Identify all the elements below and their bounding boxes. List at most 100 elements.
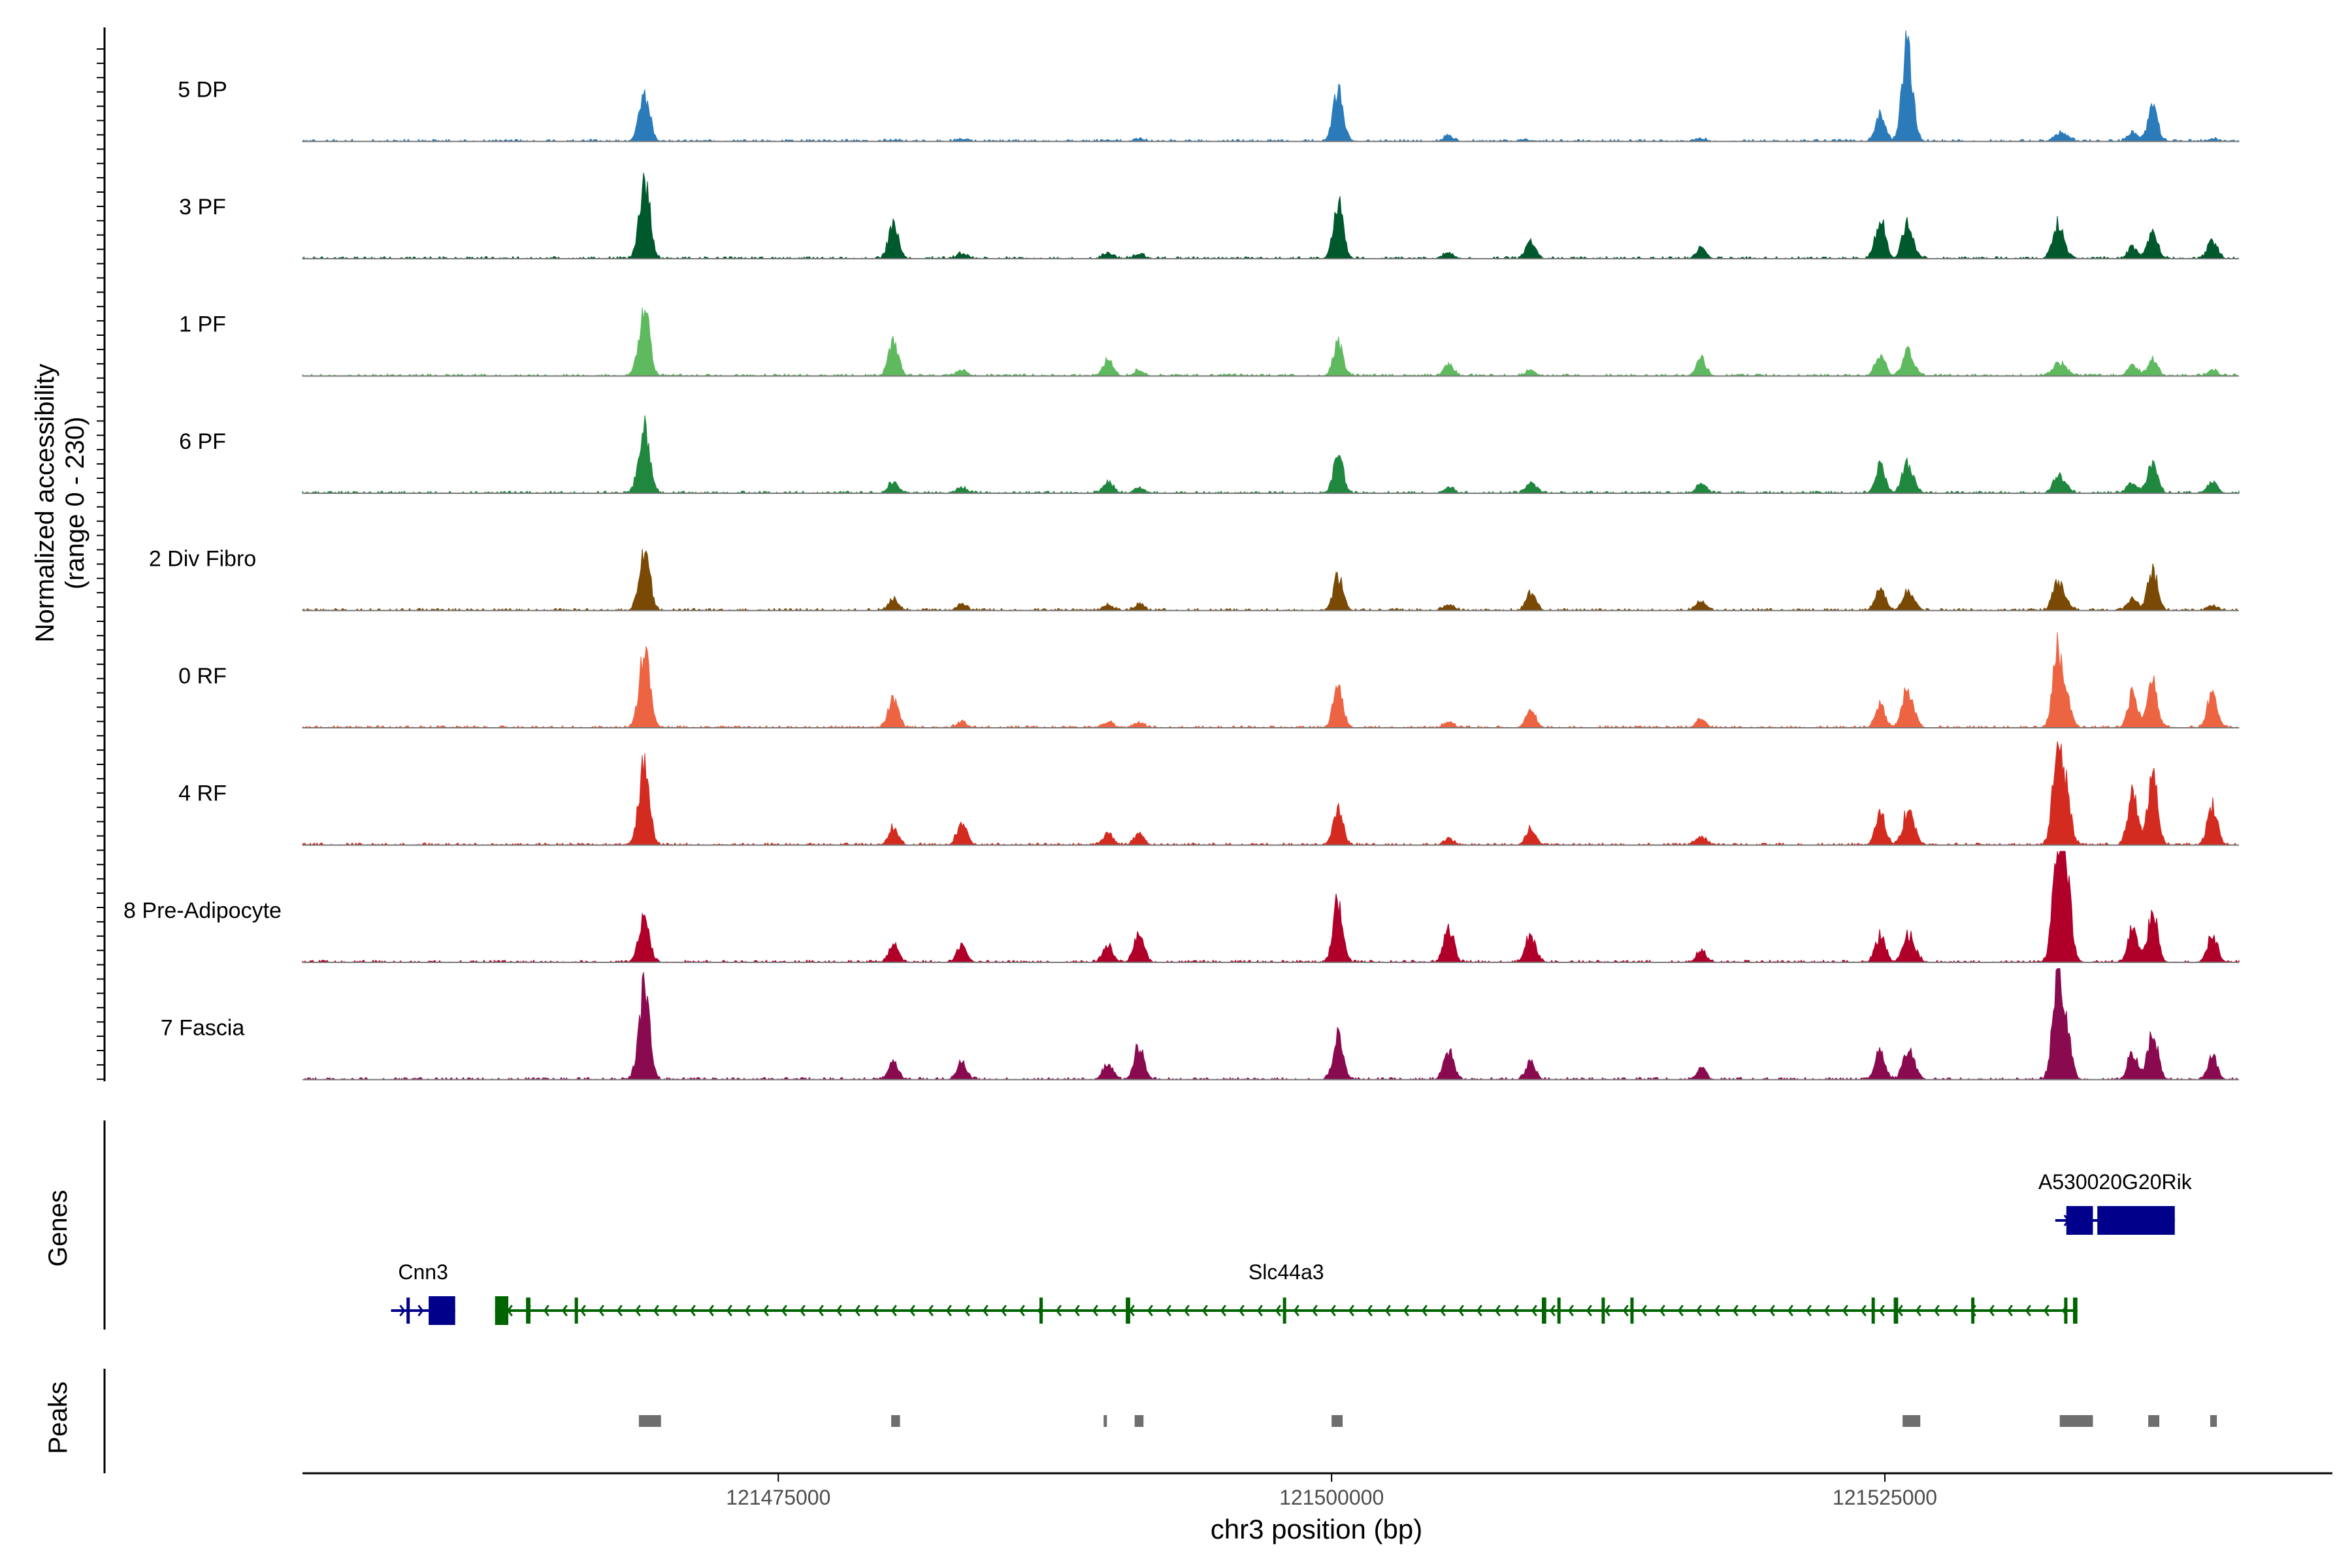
strand-arrow	[836, 1305, 842, 1316]
strand-arrow	[945, 1305, 952, 1316]
strand-arrow	[1384, 1305, 1391, 1316]
gene-cnn3: Cnn3	[391, 1260, 455, 1325]
strand-arrow	[653, 1305, 659, 1316]
strand-arrow	[762, 1305, 769, 1316]
track-6-pf: 6 PF	[179, 415, 2240, 494]
peak-region	[1331, 1415, 1343, 1427]
track-label: 2 Div Fibro	[149, 547, 256, 572]
track-label: 4 RF	[178, 781, 227, 806]
strand-arrow	[1330, 1305, 1336, 1316]
strand-arrow	[1622, 1305, 1629, 1316]
strand-arrow	[890, 1305, 897, 1316]
gene-exon	[429, 1296, 455, 1325]
gene-exon	[526, 1298, 531, 1324]
strand-arrow	[1897, 1305, 1903, 1316]
strand-arrow	[1476, 1305, 1482, 1316]
track-7-fascia: 7 Fascia	[161, 968, 2240, 1081]
strand-arrow	[1147, 1305, 1153, 1316]
strand-arrow	[1988, 1305, 1995, 1316]
strand-arrow	[1220, 1305, 1226, 1316]
strand-arrow	[1293, 1305, 1299, 1316]
peak-region	[1103, 1415, 1107, 1427]
strand-arrow	[817, 1305, 824, 1316]
peak-region	[2210, 1415, 2217, 1427]
strand-arrow	[1366, 1305, 1373, 1316]
strand-arrow	[1933, 1305, 1940, 1316]
strand-arrow	[1494, 1305, 1501, 1316]
gene-exon	[1126, 1298, 1130, 1324]
strand-arrow	[1458, 1305, 1464, 1316]
strand-arrow	[854, 1305, 860, 1316]
gene-exon	[2064, 1298, 2068, 1324]
gene-slc44a3: Slc44a3	[495, 1260, 2078, 1325]
track-label: 6 PF	[179, 429, 226, 454]
gene-exon	[2097, 1206, 2175, 1235]
strand-arrow	[1000, 1305, 1007, 1316]
x-tick-label: 121475000	[726, 1486, 830, 1509]
peaks-panel-label: Peaks	[44, 1381, 73, 1454]
track-2-div-fibro: 2 Div Fibro	[149, 547, 2239, 612]
strand-arrow	[561, 1305, 568, 1316]
strand-arrow	[1823, 1305, 1830, 1316]
strand-arrow	[1275, 1305, 1281, 1316]
y-axis-label-line1: Normalized accessibility	[31, 364, 59, 643]
peak-region	[2059, 1415, 2093, 1427]
gene-exon	[2066, 1206, 2093, 1235]
track-3-pf: 3 PF	[179, 172, 2240, 259]
strand-arrow	[1201, 1305, 1208, 1316]
strand-arrow	[1769, 1305, 1775, 1316]
strand-arrow	[726, 1305, 732, 1316]
track-label: 5 DP	[178, 78, 227, 103]
track-label: 1 PF	[179, 312, 226, 337]
x-tick-label: 121525000	[1833, 1486, 1937, 1509]
gene-label: A530020G20Rik	[2038, 1170, 2193, 1194]
strand-arrow	[1659, 1305, 1665, 1316]
strand-arrow	[1092, 1305, 1098, 1316]
track-label: 0 RF	[178, 664, 227, 689]
strand-arrow	[1878, 1305, 1885, 1316]
gene-exon	[1541, 1298, 1546, 1324]
gene-exon	[406, 1298, 410, 1324]
gene-label: Slc44a3	[1249, 1260, 1324, 1284]
strand-arrow	[1604, 1305, 1610, 1316]
gene-label: Cnn3	[398, 1260, 448, 1284]
strand-arrow	[1183, 1305, 1190, 1316]
strand-arrow	[1019, 1305, 1025, 1316]
strand-arrow	[1732, 1305, 1739, 1316]
x-tick-label: 121500000	[1279, 1486, 1384, 1509]
gene-exon	[1601, 1298, 1605, 1324]
strand-arrow	[543, 1305, 549, 1316]
gene-exon	[574, 1298, 578, 1324]
peak-region	[891, 1415, 900, 1427]
track-5-dp: 5 DP	[178, 30, 2240, 142]
strand-arrow	[964, 1305, 970, 1316]
strand-arrow	[1512, 1305, 1519, 1316]
strand-arrow	[580, 1305, 586, 1316]
strand-arrow	[872, 1305, 879, 1316]
coverage-area	[302, 632, 2240, 728]
peak-region	[638, 1415, 661, 1427]
gene-exon	[1282, 1298, 1286, 1324]
strand-arrow	[1787, 1305, 1793, 1316]
strand-arrow	[616, 1305, 623, 1316]
strand-arrow	[708, 1305, 714, 1316]
gene-exon	[1971, 1298, 1975, 1324]
strand-arrow	[799, 1305, 806, 1316]
strand-arrow	[1586, 1305, 1592, 1316]
strand-arrow	[744, 1305, 751, 1316]
strand-arrow	[1256, 1305, 1263, 1316]
coverage-area	[302, 968, 2240, 1081]
strand-arrow	[671, 1305, 678, 1316]
strand-arrow	[927, 1305, 934, 1316]
strand-arrow	[781, 1305, 787, 1316]
gene-exon	[1039, 1298, 1043, 1324]
strand-arrow	[1421, 1305, 1428, 1316]
gene-exon	[2072, 1298, 2078, 1324]
track-1-pf: 1 PF	[179, 307, 2239, 377]
strand-arrow	[1641, 1305, 1647, 1316]
strand-arrow	[1714, 1305, 1720, 1316]
strand-arrow	[1073, 1305, 1080, 1316]
strand-arrow	[1842, 1305, 1848, 1316]
track-label: 3 PF	[179, 195, 226, 220]
